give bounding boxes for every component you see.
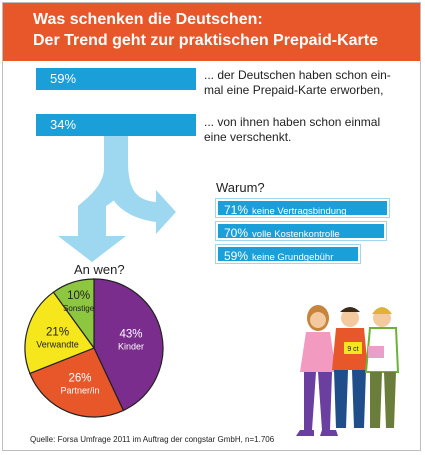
pie-slice-partner-in [29,347,125,418]
pie-value-label: 26% [69,372,92,384]
pie-category-label: Sonstige [63,304,95,313]
stat-bar-1: 59% [36,68,196,90]
pie-category-label: Partner/in [61,385,100,395]
stat-value-1: 59% [50,71,77,86]
stat-text-1-line1: ... der Deutschen haben schon ein- [204,68,391,82]
stat-text-2-line2: eine verschenkt. [204,130,292,144]
pie-value-label: 43% [120,329,143,341]
arrow-down-icon [58,136,128,262]
stat-text-1-line2: mal eine Prepaid-Karte erworben, [204,83,384,97]
warum-title: Warum? [216,180,265,195]
pie-category-label: Kinder [118,342,144,352]
header-title-line2: Der Trend geht zur praktischen Prepaid-K… [33,32,378,49]
card-label: 9 ct [347,346,358,353]
stat-text-2-line1: ... von ihnen haben schon einmal [204,115,381,129]
pie-title: An wen? [74,262,125,277]
reason-bar-1: 71% keine Vertragsbindung [215,198,390,218]
pie-slice-kinder [93,278,164,412]
pie-value-label: 10% [67,290,90,302]
reason-label-2: volle Kostenkontrolle [252,229,340,240]
reason-label-3: keine Grundgebühr [252,252,334,263]
stat-value-2: 34% [50,117,77,132]
infographic-frame [2,2,421,451]
reason-pct-1: 71% [224,203,249,217]
reason-bar-2: 70% volle Kostenkontrolle [215,221,387,241]
header-title-line1: Was schenken die Deutschen: [33,11,263,28]
pie-slice-verwandte [24,291,95,375]
reason-label-1: keine Vertragsbindung [252,206,347,217]
header-banner: Was schenken die Deutschen: Der Trend ge… [3,3,420,61]
reason-pct-3: 59% [224,249,249,263]
stat-text-1: ... der Deutschen haben schon ein- mal e… [204,68,391,98]
source-note: Quelle: Forsa Umfrage 2011 im Auftrag de… [30,435,275,444]
pie-value-label: 21% [46,326,69,338]
stat-text-2: ... von ihnen haben schon einmal eine ve… [204,115,380,145]
person-right [364,307,400,428]
reason-bar-3: 59% keine Grundgebühr [215,244,361,264]
person-left [296,305,338,436]
reason-pct-2: 70% [224,226,249,240]
pie-slice-sonstige [52,278,95,350]
pie-category-label: Verwandte [36,339,79,349]
stat-bar-2: 34% [36,114,196,136]
person-middle: 9 ct [332,307,368,428]
